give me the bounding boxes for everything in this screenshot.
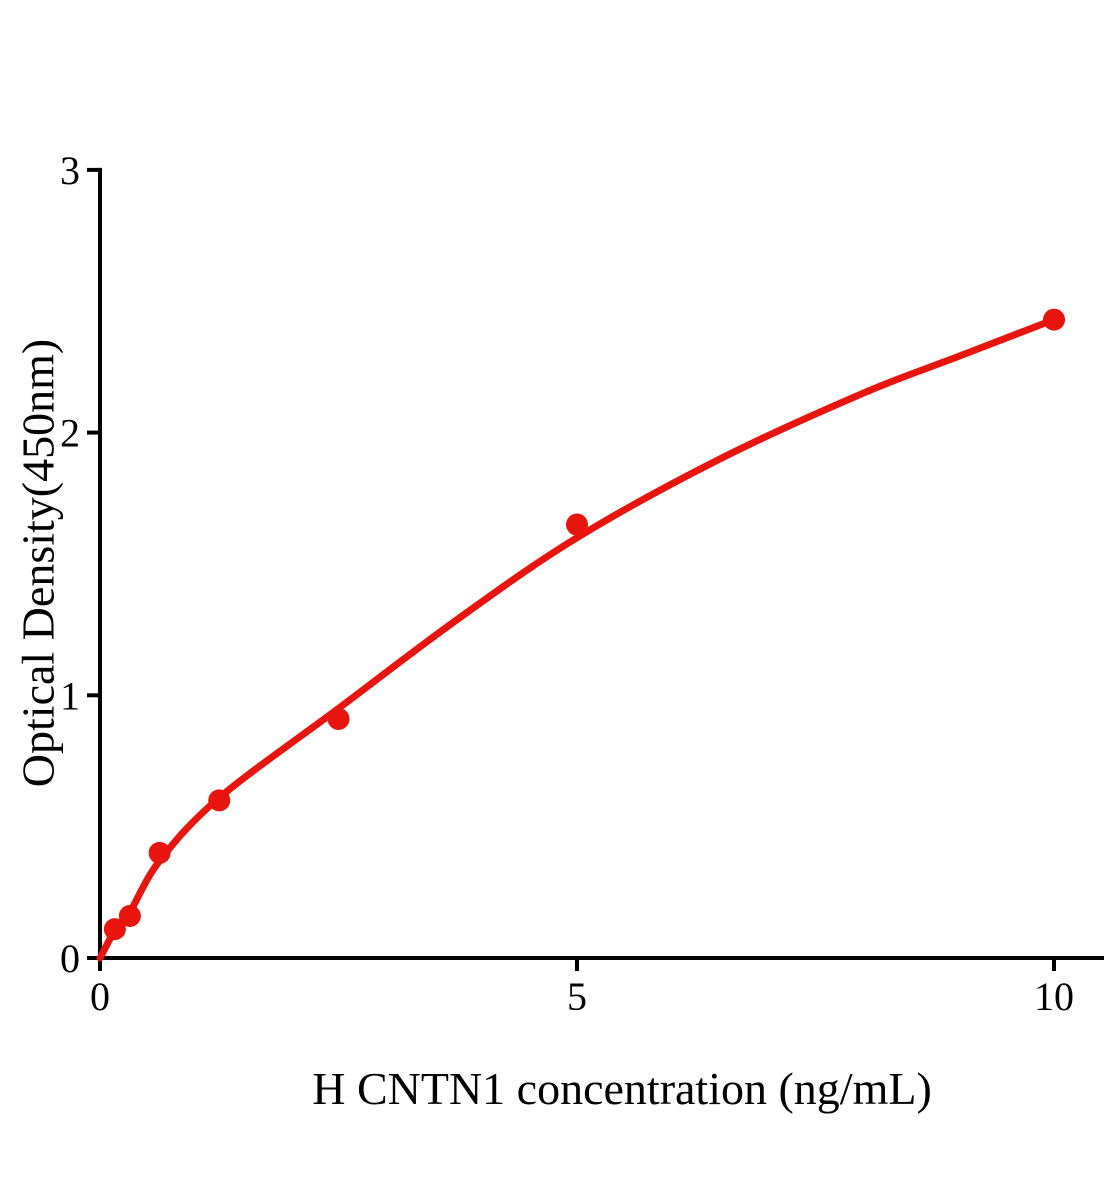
y-tick-label: 0 [60, 936, 80, 981]
y-tick-label: 3 [60, 148, 80, 193]
x-axis-label: H CNTN1 concentration (ng/mL) [312, 1063, 932, 1114]
data-point [566, 513, 588, 536]
x-tick-label: 10 [1034, 974, 1074, 1019]
fit-curve [96, 316, 1058, 962]
y-tick-label: 2 [60, 411, 80, 456]
y-axis-label: Optical Density(450nm) [12, 338, 64, 788]
x-tick-label: 5 [567, 974, 587, 1019]
y-tick-label: 1 [60, 673, 80, 718]
x-tick-label: 0 [90, 974, 110, 1019]
